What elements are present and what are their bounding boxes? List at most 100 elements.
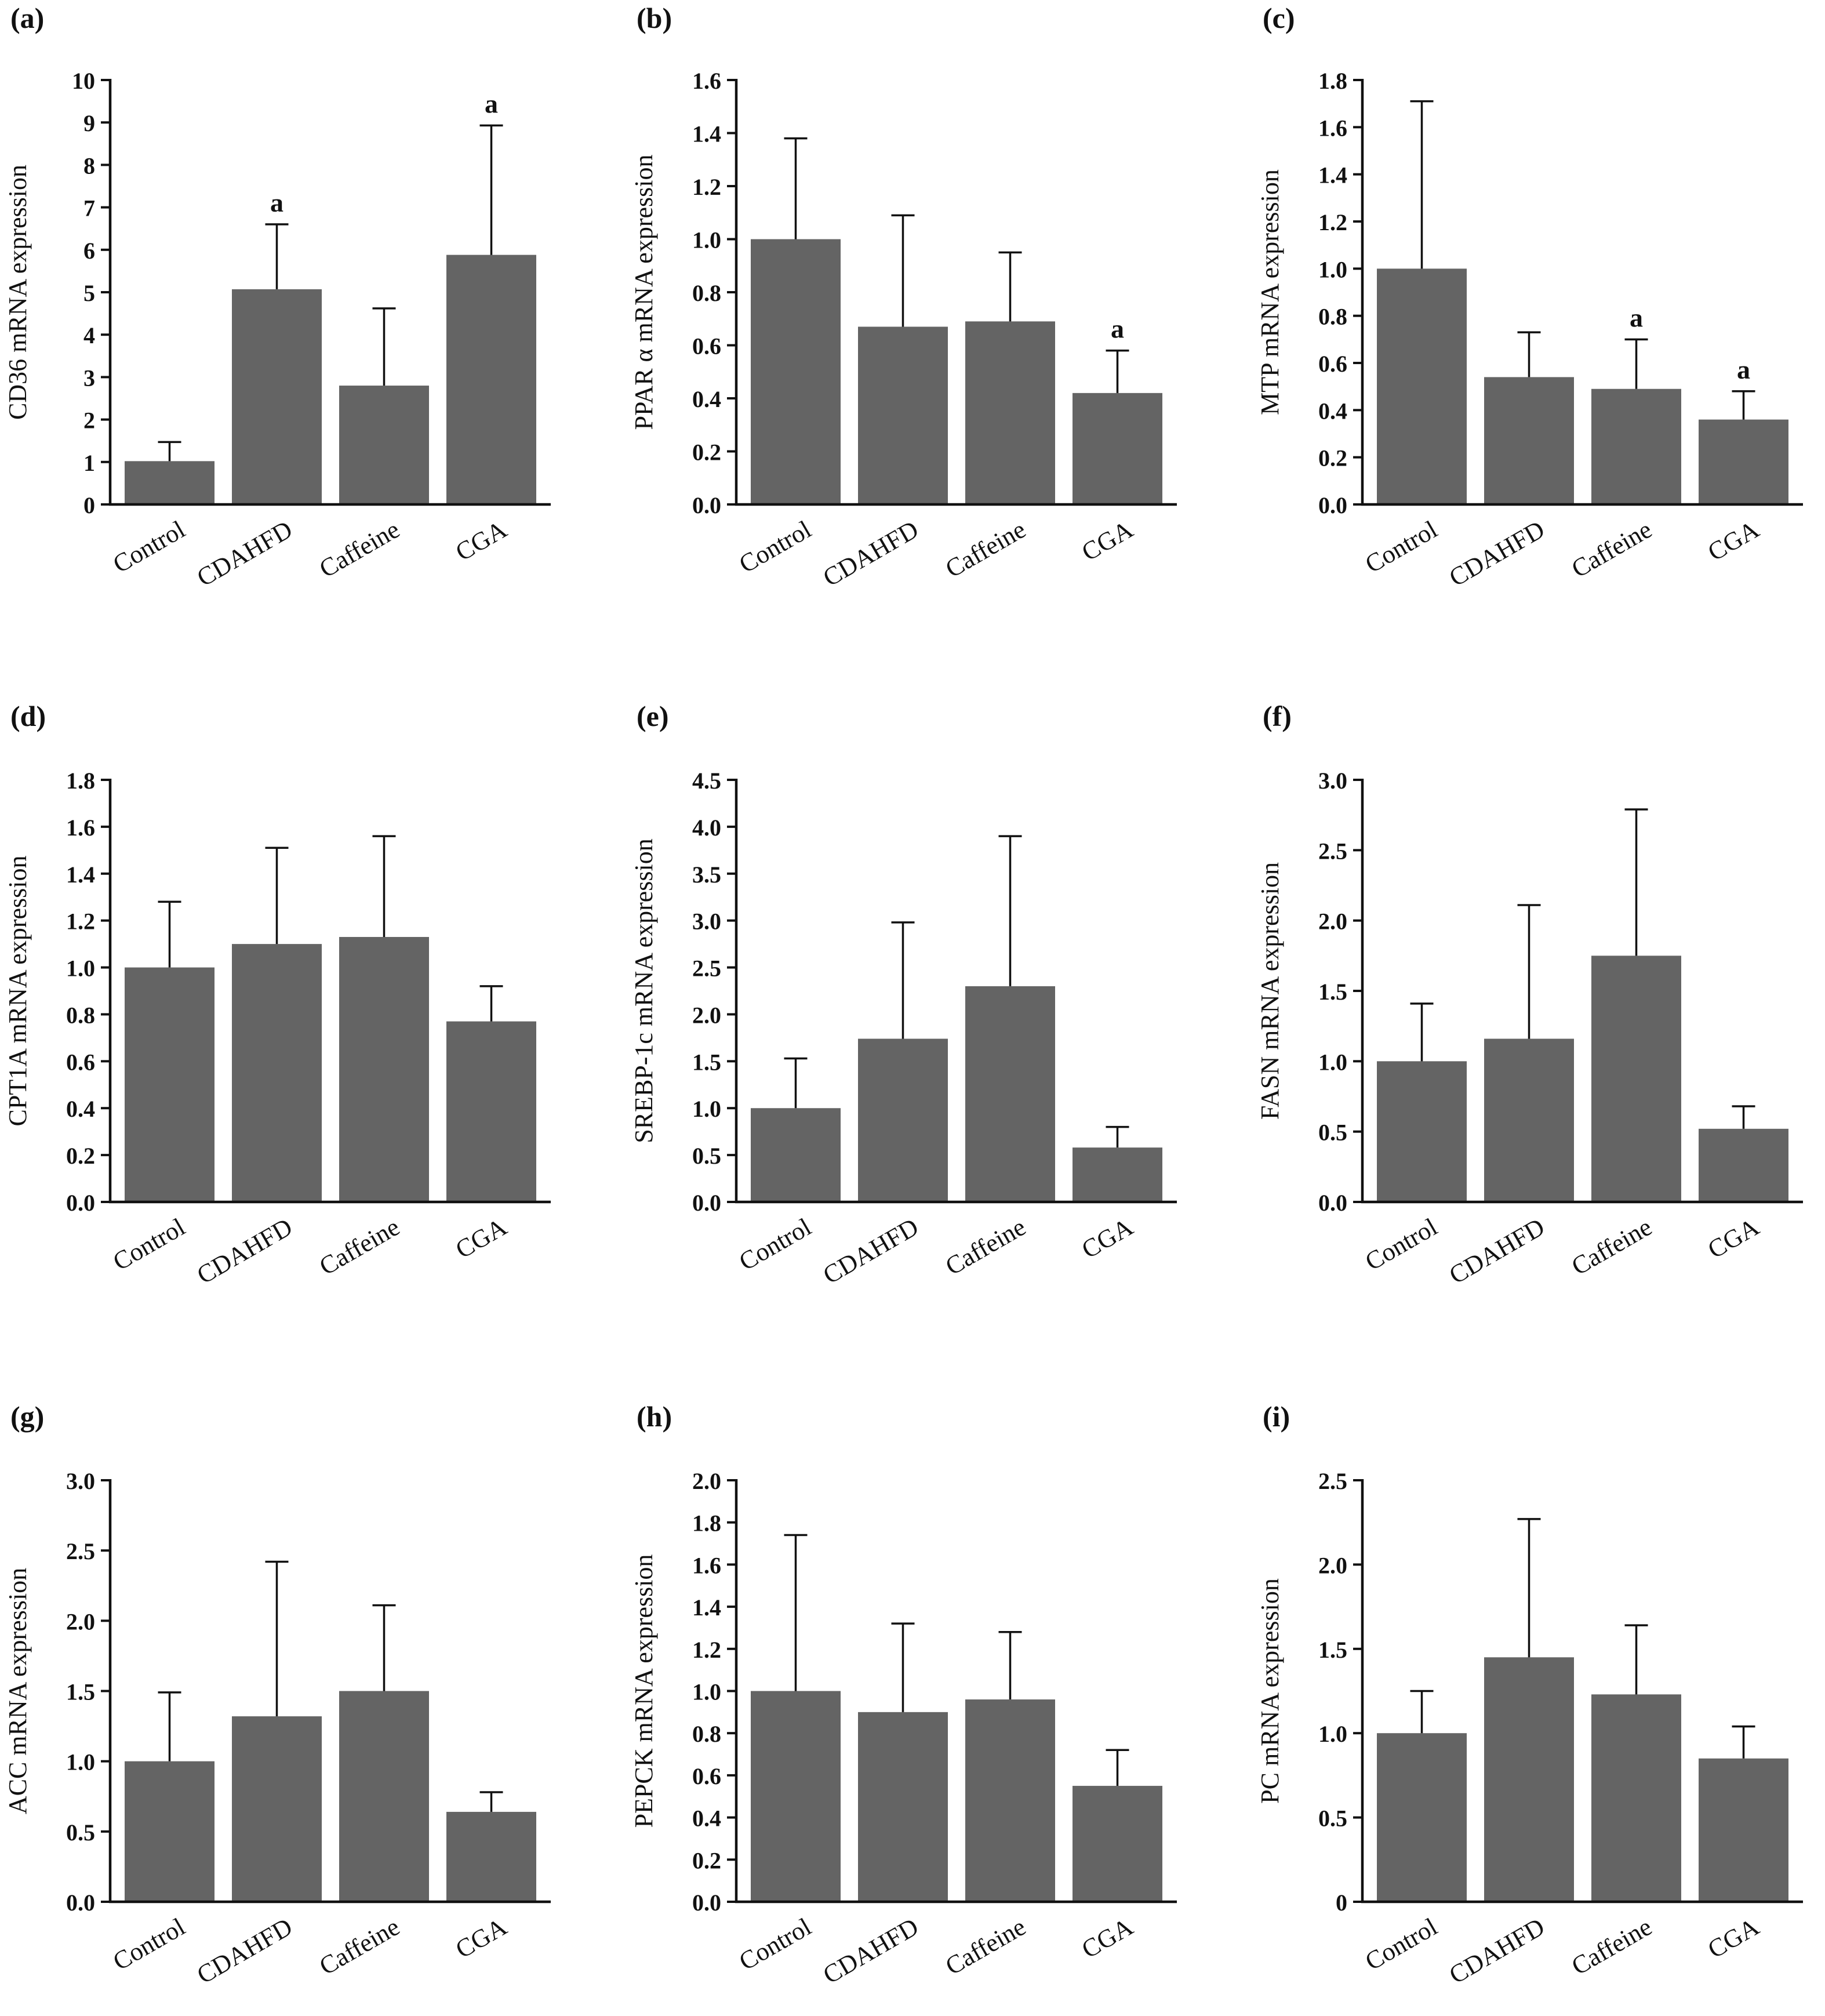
y-tick-label: 1.6 (1318, 115, 1347, 141)
y-tick-label: 2.5 (692, 956, 721, 982)
category-label: Caffeine (941, 515, 1031, 583)
significance-label: a (1630, 303, 1643, 332)
bar (232, 289, 322, 504)
bar (965, 321, 1055, 504)
bar (858, 326, 948, 504)
chart-panel: (c) Control CDAHFD a Caffeine a CGA 0.0 0.2 0.4 0.… (1256, 2, 1803, 592)
y-tick-label: 2.0 (692, 1468, 721, 1494)
chart-panel: (e) Control CDAHFD Caffeine CGA 0.0 0.5 1.0 1.5 2… (630, 700, 1177, 1289)
bar (1591, 1694, 1681, 1902)
y-tick-label: 1.0 (1318, 1049, 1347, 1075)
category-label: CDAHFD (192, 515, 297, 592)
error-bar (1624, 808, 1648, 956)
bar (1484, 1657, 1574, 1902)
y-tick-label: 0.6 (1318, 351, 1347, 377)
bar (125, 1761, 215, 1902)
chart-panel: (i) Control CDAHFD Caffeine CGA 0 0.5 1.0 1.5 2.0… (1256, 1400, 1803, 1989)
error-bar (1624, 338, 1648, 389)
bar (1591, 388, 1681, 504)
error-bar (1410, 100, 1434, 269)
error-bar (1517, 1518, 1541, 1658)
bar (965, 986, 1055, 1202)
error-bar (1410, 1690, 1434, 1734)
error-bar (784, 137, 808, 239)
category-label: Caffeine (315, 515, 405, 583)
y-tick-label: 3 (83, 365, 95, 391)
panel-label: (i) (1263, 1400, 1290, 1433)
y-tick-label: 1.8 (66, 768, 95, 794)
category-label: CDAHFD (1444, 1912, 1549, 1989)
category-label: CDAHFD (1444, 1212, 1549, 1289)
y-tick-label: 1.5 (66, 1679, 95, 1705)
bar (446, 1021, 536, 1202)
category-label: CDAHFD (192, 1212, 297, 1289)
y-tick-label: 2.5 (1318, 1468, 1347, 1494)
y-tick-label: 4 (83, 322, 95, 348)
y-tick-label: 0.0 (1318, 492, 1347, 518)
y-tick-label: 2 (83, 408, 95, 434)
bar (751, 1691, 841, 1902)
y-tick-label: 4.5 (692, 768, 721, 794)
category-label: Caffeine (315, 1212, 405, 1281)
y-tick-label: 6 (83, 238, 95, 264)
y-tick-label: 0 (83, 492, 95, 518)
bar (1073, 393, 1162, 504)
bar (1377, 1733, 1467, 1902)
y-tick-label: 1.8 (692, 1510, 721, 1536)
y-tick-label: 0.0 (66, 1190, 95, 1216)
error-bar (265, 1560, 289, 1717)
y-axis-title: CD36 mRNA expression (3, 165, 32, 420)
bar (858, 1038, 948, 1202)
error-bar (479, 124, 503, 255)
y-axis-title: FASN mRNA expression (1256, 862, 1284, 1120)
bar (1699, 1128, 1788, 1202)
y-tick-label: 1.6 (692, 1552, 721, 1578)
bar (339, 1691, 429, 1902)
error-bar (1517, 904, 1541, 1039)
y-axis-title: ACC mRNA expression (3, 1568, 32, 1814)
y-tick-label: 0.0 (692, 1890, 721, 1916)
category-label: Control (108, 515, 190, 579)
category-label: CGA (1703, 1912, 1764, 1964)
category-label: CGA (1077, 1912, 1138, 1964)
y-tick-label: 2.5 (1318, 838, 1347, 864)
error-bar (158, 900, 181, 968)
category-label: CDAHFD (818, 1912, 923, 1989)
y-tick-label: 1.0 (692, 1096, 721, 1122)
y-tick-label: 0 (1336, 1890, 1347, 1916)
category-label: Caffeine (941, 1212, 1031, 1281)
y-tick-label: 0.2 (692, 1847, 721, 1873)
y-tick-label: 0.6 (692, 333, 721, 359)
chart-panel: (h) Control CDAHFD Caffeine CGA 0.0 0.2 0.4 0.6 0… (630, 1400, 1177, 1989)
y-tick-label: 2.0 (1318, 1552, 1347, 1578)
significance-label: a (485, 89, 498, 118)
error-bar (998, 1630, 1022, 1700)
y-tick-label: 1.2 (692, 1637, 721, 1663)
y-tick-label: 2.0 (66, 1608, 95, 1634)
category-label: CGA (451, 515, 512, 566)
category-label: Control (735, 1912, 816, 1976)
y-tick-label: 0.5 (1318, 1806, 1347, 1832)
category-label: CGA (1703, 1212, 1764, 1264)
bar (1377, 1061, 1467, 1202)
chart-panel: (d) Control CDAHFD Caffeine CGA 0.0 0.2 0.4 0.6 0… (3, 700, 551, 1289)
bar (339, 386, 429, 504)
y-tick-label: 1.2 (692, 174, 721, 200)
y-tick-label: 10 (72, 68, 95, 94)
error-bar (998, 251, 1022, 322)
error-bar (891, 214, 915, 327)
y-tick-label: 1.5 (692, 1049, 721, 1075)
y-tick-label: 1.2 (1318, 209, 1347, 235)
y-tick-label: 0.6 (66, 1049, 95, 1075)
y-tick-label: 1.6 (692, 68, 721, 94)
chart-panel: (g) Control CDAHFD Caffeine CGA 0.0 0.5 1.0 1.5 2… (3, 1400, 551, 1989)
bar (125, 967, 215, 1202)
y-tick-label: 8 (83, 152, 95, 179)
y-axis-title: CPT1A mRNA expression (3, 856, 32, 1127)
y-tick-label: 0.4 (66, 1096, 95, 1122)
chart-panel: (a) Control a CDAHFD Caffeine a CGA 0 1 2 3 4 5 6 7 8 9 1… (3, 2, 551, 592)
error-bar (891, 1622, 915, 1712)
y-tick-label: 1.5 (1318, 979, 1347, 1005)
error-bar (1517, 331, 1541, 377)
y-tick-label: 7 (83, 195, 95, 221)
